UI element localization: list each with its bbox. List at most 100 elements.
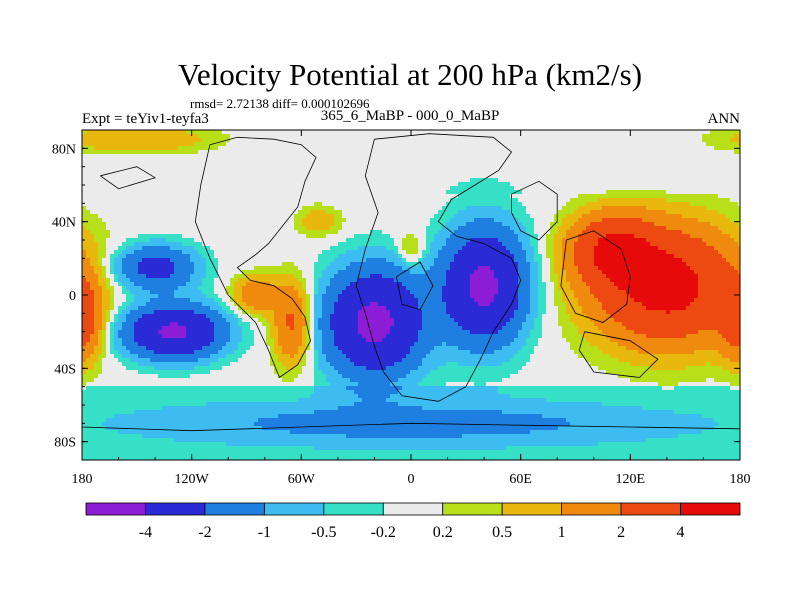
field-cell [530,214,535,219]
field-cell [670,210,675,215]
field-cell [274,194,279,199]
field-cell [590,138,595,143]
field-cell [242,206,247,211]
field-cell [86,250,91,255]
field-cell [166,134,171,139]
field-cell [590,146,595,151]
field-cell [578,246,583,251]
field-cell [574,222,579,227]
field-cell [370,154,375,159]
field-cell [642,194,647,199]
field-cell [714,194,719,199]
field-cell [98,186,103,191]
field-cell [174,222,179,227]
field-cell [666,210,671,215]
field-cell [710,174,715,179]
field-cell [278,246,283,251]
field-cell [290,166,295,171]
field-cell [702,174,707,179]
field-cell [230,186,235,191]
field-cell [618,214,623,219]
field-cell [618,210,623,215]
field-cell [558,234,563,239]
field-cell [646,206,651,211]
field-cell [226,162,231,167]
field-cell [726,134,731,139]
field-cell [446,246,451,251]
field-cell [274,190,279,195]
field-cell [110,250,115,255]
field-cell [546,222,551,227]
field-cell [166,190,171,195]
field-cell [86,174,91,179]
field-cell [398,210,403,215]
field-cell [386,198,391,203]
field-cell [446,226,451,231]
field-cell [474,178,479,183]
field-cell [514,198,519,203]
field-cell [354,222,359,227]
field-cell [690,146,695,151]
field-cell [542,214,547,219]
field-cell [394,178,399,183]
field-cell [258,146,263,151]
field-cell [142,186,147,191]
field-cell [390,222,395,227]
field-cell [570,146,575,151]
field-cell [306,222,311,227]
field-cell [122,158,127,163]
field-cell [562,218,567,223]
field-cell [290,238,295,243]
field-cell [322,242,327,247]
field-cell [586,166,591,171]
field-cell [166,234,171,239]
field-cell [450,134,455,139]
field-cell [302,234,307,239]
field-cell [446,222,451,227]
field-cell [350,210,355,215]
field-cell [626,174,631,179]
field-cell [650,130,655,135]
field-cell [738,242,741,247]
field-cell [282,146,287,151]
field-cell [146,218,151,223]
field-cell [366,158,371,163]
field-cell [490,202,495,207]
field-cell [610,206,615,211]
field-cell [590,222,595,227]
field-cell [154,202,159,207]
field-cell [334,194,339,199]
field-cell [86,154,91,159]
field-cell [570,174,575,179]
field-cell [522,206,527,211]
field-cell [218,202,223,207]
field-cell [174,190,179,195]
field-cell [662,210,667,215]
field-cell [638,222,643,227]
field-cell [322,218,327,223]
field-cell [490,150,495,155]
field-cell [422,230,427,235]
field-cell [558,162,563,167]
field-cell [314,246,319,251]
field-cell [550,242,555,247]
field-cell [102,142,107,147]
field-cell [634,198,639,203]
field-cell [658,222,663,227]
field-cell [278,194,283,199]
field-cell [238,142,243,147]
field-cell [170,182,175,187]
field-cell [458,154,463,159]
field-cell [478,210,483,215]
field-cell [726,178,731,183]
field-cell [442,214,447,219]
field-cell [338,158,343,163]
field-cell [234,206,239,211]
field-cell [554,142,559,147]
field-cell [362,206,367,211]
field-cell [82,230,87,235]
field-cell [642,138,647,143]
field-cell [474,174,479,179]
field-cell [718,194,723,199]
field-cell [222,210,227,215]
